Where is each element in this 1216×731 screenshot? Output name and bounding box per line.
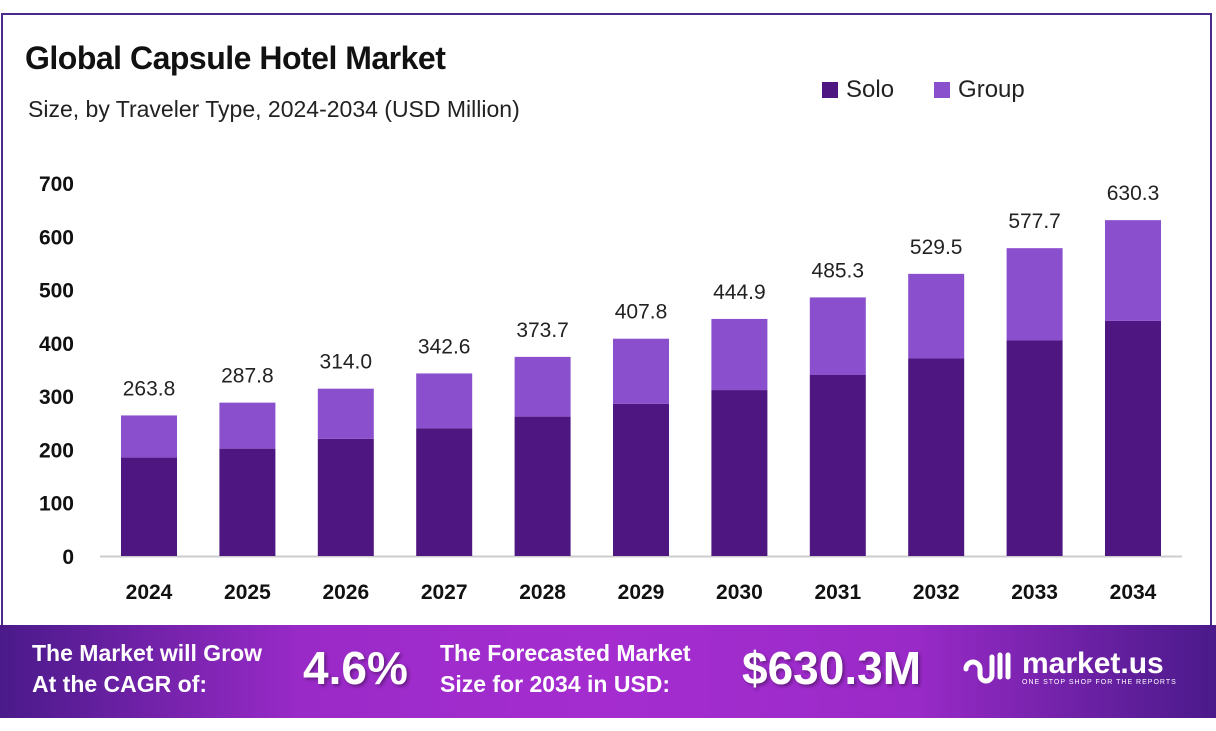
total-label-2029: 407.8 xyxy=(615,301,668,324)
total-label-2033: 577.7 xyxy=(1008,210,1061,233)
chart-title: Global Capsule Hotel Market xyxy=(25,40,446,76)
total-label-2026: 314.0 xyxy=(320,351,373,374)
bar-chart: 0 100 200 300 400 500 600 700 263.8 2024 287.8 2025… xyxy=(39,173,1182,604)
total-label-2027: 342.6 xyxy=(418,335,471,358)
bar-group-2027 xyxy=(416,373,473,429)
logo-mark-icon xyxy=(963,652,1011,684)
cagr-label: The Market will Grow At the CAGR of: xyxy=(32,638,262,700)
x-tick-label: 2032 xyxy=(913,581,960,604)
bar-group-2032 xyxy=(908,273,965,359)
total-label-2032: 529.5 xyxy=(910,236,963,259)
x-tick-label: 2027 xyxy=(421,581,468,604)
legend-item-solo: Solo xyxy=(822,76,894,104)
bar-group-2034 xyxy=(1105,220,1161,321)
market-us-logo: market.us ONE STOP SHOP FOR THE REPORTS xyxy=(962,647,1177,687)
x-tick-label: 2025 xyxy=(224,581,271,604)
bar-group-2031 xyxy=(809,297,866,375)
y-tick-label: 700 xyxy=(39,173,74,196)
bar-solo-2029 xyxy=(613,403,669,556)
x-tick-label: 2024 xyxy=(126,581,173,604)
logo-name: market.us xyxy=(1022,646,1164,680)
y-tick-label: 0 xyxy=(62,546,74,569)
logo-tagline: ONE STOP SHOP FOR THE REPORTS xyxy=(1022,678,1177,686)
bar-group-2024 xyxy=(121,415,177,458)
x-tick-label: 2033 xyxy=(1011,581,1058,604)
forecast-label-line1: The Forecasted Market xyxy=(440,640,691,666)
x-tick-label: 2031 xyxy=(814,581,861,604)
forecast-value: $630.3M xyxy=(742,642,922,694)
legend-swatch-group xyxy=(934,82,951,98)
bar-solo-2032 xyxy=(908,358,965,556)
legend-swatch-solo xyxy=(822,82,838,98)
legend-label-group: Group xyxy=(958,76,1025,103)
bar-solo-2025 xyxy=(219,448,276,556)
y-tick-label: 200 xyxy=(39,439,74,462)
y-tick-label: 100 xyxy=(39,493,74,516)
forecast-label-line2: Size for 2034 in USD: xyxy=(440,671,671,697)
y-tick-label: 400 xyxy=(39,333,74,356)
x-tick-label: 2034 xyxy=(1110,581,1157,604)
bar-solo-2033 xyxy=(1006,340,1063,556)
bar-solo-2030 xyxy=(711,390,768,556)
x-tick-label: 2030 xyxy=(716,581,763,604)
y-tick-label: 300 xyxy=(39,386,74,409)
legend: Solo Group xyxy=(822,76,1025,104)
total-label-2024: 263.8 xyxy=(123,377,176,400)
total-label-2034: 630.3 xyxy=(1107,182,1160,205)
summary-banner: The Market will Grow At the CAGR of: 4.6… xyxy=(0,625,1216,718)
bar-group-2030 xyxy=(711,318,768,391)
cagr-label-line2: At the CAGR of: xyxy=(32,671,208,697)
bar-solo-2026 xyxy=(317,438,374,556)
bar-group-2026 xyxy=(317,388,374,439)
total-label-2025: 287.8 xyxy=(221,365,274,388)
cagr-value: 4.6% xyxy=(303,642,408,694)
chart-frame xyxy=(1,13,1212,625)
bar-solo-2031 xyxy=(809,374,866,556)
bar-solo-2034 xyxy=(1105,320,1161,556)
legend-item-group: Group xyxy=(934,76,1025,104)
total-label-2028: 373.7 xyxy=(516,319,569,342)
forecast-label: The Forecasted Market Size for 2034 in U… xyxy=(440,638,691,700)
legend-label-solo: Solo xyxy=(846,76,895,103)
bar-group-2025 xyxy=(219,402,276,449)
bar-group-2029 xyxy=(613,338,669,404)
y-tick-label: 500 xyxy=(39,280,74,303)
y-tick-label: 600 xyxy=(39,226,74,249)
x-tick-label: 2026 xyxy=(322,581,369,604)
chart-subtitle: Size, by Traveler Type, 2024-2034 (USD M… xyxy=(28,96,520,122)
total-label-2030: 444.9 xyxy=(713,281,766,304)
bar-solo-2024 xyxy=(121,457,177,556)
total-label-2031: 485.3 xyxy=(812,259,865,282)
cagr-label-line1: The Market will Grow xyxy=(32,640,263,666)
bar-group-2028 xyxy=(514,356,571,417)
bar-group-2033 xyxy=(1006,248,1063,341)
bar-solo-2027 xyxy=(416,428,473,556)
x-tick-label: 2029 xyxy=(618,581,665,604)
bar-solo-2028 xyxy=(514,416,571,556)
x-tick-label: 2028 xyxy=(519,581,566,604)
